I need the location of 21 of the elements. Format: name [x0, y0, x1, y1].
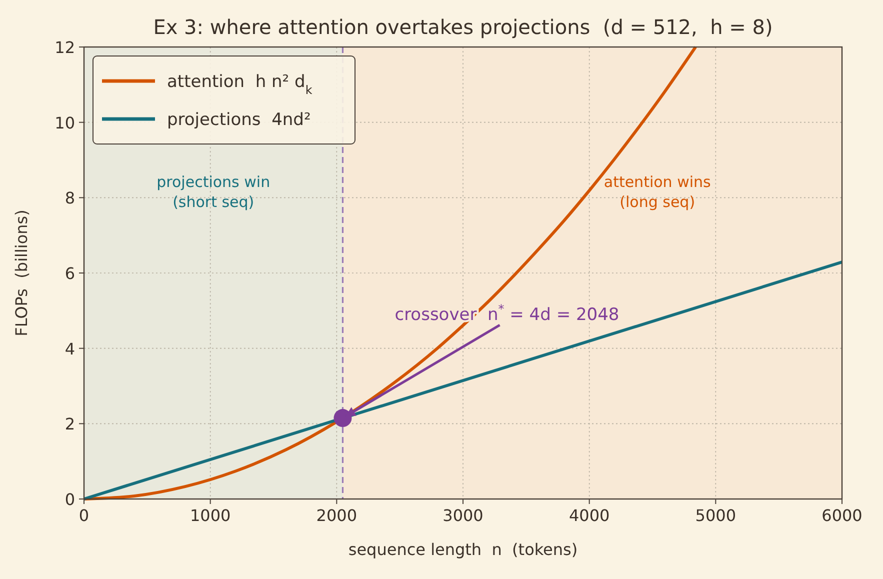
x-tick-label: 6000 [822, 506, 862, 525]
x-tick-label: 2000 [316, 506, 358, 525]
y-tick-label: 4 [64, 339, 75, 358]
y-tick-label: 12 [54, 38, 75, 57]
chart-title: Ex 3: where attention overtakes projections (d = 512, h = 8) [153, 15, 773, 39]
y-tick-label: 10 [54, 113, 75, 132]
band-label: attention wins (long seq) [604, 173, 712, 211]
y-tick-label: 2 [64, 414, 75, 434]
y-tick-label: 0 [64, 490, 75, 509]
y-tick-label: 6 [64, 264, 75, 283]
legend-label: attention h n² d$_{k}$ [167, 72, 312, 97]
band-label: projections win (short seq) [156, 173, 270, 211]
y-tick-label: 8 [64, 188, 75, 208]
x-tick-label: 1000 [190, 506, 231, 525]
x-tick-label: 0 [78, 506, 90, 525]
x-tick-label: 5000 [695, 506, 736, 525]
y-axis-title: FLOPs (billions) [12, 210, 31, 336]
x-axis-title: sequence length n (tokens) [348, 540, 578, 559]
x-tick-label: 3000 [442, 506, 484, 525]
legend-label: projections 4nd² [167, 110, 311, 130]
x-tick-label: 4000 [568, 506, 610, 525]
